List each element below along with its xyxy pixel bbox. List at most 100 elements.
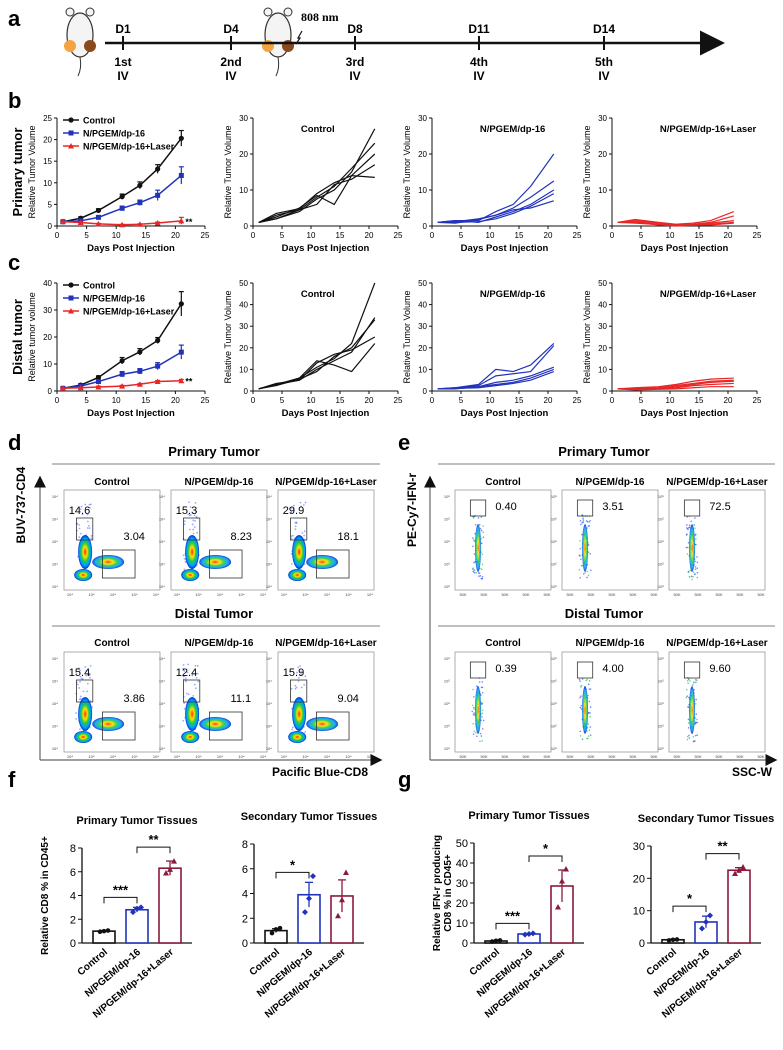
flow-x-tick-label: 50K (459, 592, 466, 597)
individual-line (258, 343, 376, 390)
flow-event (295, 521, 298, 524)
flow-density-cd8 (199, 555, 232, 569)
y-tick-label: 10 (43, 360, 52, 369)
flow-event (304, 501, 307, 504)
flow-event (477, 517, 480, 519)
cd8-gate (315, 549, 350, 579)
flow-event (688, 524, 691, 527)
flow-x-tick-label: 10⁴ (367, 754, 373, 759)
flow-event (582, 516, 584, 518)
data-point (137, 200, 143, 206)
flow-event (579, 555, 581, 557)
flow-event (191, 674, 194, 677)
flow-event (182, 675, 185, 678)
flow-event (587, 574, 590, 577)
flow-x-tick-label: 50K (629, 754, 636, 759)
flow-event (480, 516, 483, 518)
flow-event (481, 563, 484, 566)
flow-event (588, 700, 591, 703)
y-tick-label: 5 (48, 200, 53, 209)
flow-y-tick-label: 10⁵ (444, 494, 450, 499)
panel-letter-e: e (398, 430, 410, 455)
replicate-point (526, 931, 532, 937)
flow-event (587, 694, 589, 697)
flow-event (304, 731, 306, 733)
legend-marker (68, 130, 74, 136)
mouse-illustration (64, 7, 96, 77)
replicate-point (343, 869, 349, 875)
data-point (95, 207, 102, 214)
flow-event (579, 696, 581, 699)
flow-event (478, 523, 481, 526)
legend-marker (68, 117, 74, 123)
flow-group-label: N/PGEM/dp-16+Laser (275, 638, 377, 649)
timeline-dose-label: 1st (114, 55, 131, 69)
y-tick-label: 0 (48, 387, 53, 396)
x-tick-label: 20 (544, 396, 553, 405)
flow-y-tick-label: 10⁴ (52, 746, 58, 751)
flow-event (581, 678, 584, 680)
flow-event (582, 519, 585, 522)
flow-event (471, 710, 474, 713)
y-axis-label: Relative Tumor Volume (582, 125, 592, 218)
ifn-gate (469, 499, 487, 517)
flow-event (80, 677, 83, 680)
flow-event (90, 537, 93, 540)
flow-event (693, 681, 695, 683)
flow-event (579, 576, 582, 579)
legend-marker (68, 143, 74, 149)
flow-event (688, 576, 691, 578)
replicate-point (138, 904, 144, 911)
flow-y-tick-label: 10⁴ (159, 701, 165, 706)
flow-event (580, 695, 582, 698)
data-point (77, 219, 84, 226)
flow-event (695, 721, 697, 724)
flow-event (79, 508, 82, 511)
flow-event (687, 570, 690, 573)
flow-event (687, 727, 690, 729)
flow-event (686, 516, 689, 518)
flow-y-tick-label: 10⁵ (444, 539, 450, 544)
flow-y-tick-label: 10⁵ (444, 656, 450, 661)
y-axis-label: Relative CD8 % in CD45+ (40, 836, 51, 955)
replicate-point (699, 925, 705, 932)
flow-density-cd8 (306, 555, 339, 569)
flow-event (473, 553, 476, 555)
flow-y-tick-label: 10⁴ (159, 517, 165, 522)
flow-event (196, 665, 199, 667)
x-tick-label: 5 (639, 231, 644, 240)
flow-event (581, 533, 583, 536)
flow-y-tick-label: 10⁴ (159, 584, 165, 589)
significance-bracket (495, 922, 530, 930)
ifn-gate-value: 0.39 (495, 663, 516, 675)
y-tick-label: 10 (239, 186, 248, 195)
flow-density-double-neg (288, 569, 307, 581)
flow-event (197, 680, 200, 683)
flow-event (478, 681, 481, 683)
significance-label: ** (185, 377, 193, 387)
flow-x-tick-label: 10⁴ (174, 754, 180, 759)
flow-x-tick-label: 10⁴ (302, 592, 308, 597)
flow-density-ifn (689, 686, 696, 734)
data-point (155, 166, 161, 172)
replicate-point (167, 866, 173, 872)
flow-event (473, 730, 476, 733)
flow-event (694, 560, 697, 563)
replicate-point (559, 878, 565, 884)
flow-event (472, 706, 475, 709)
y-tick-label: 25 (43, 114, 52, 123)
flow-event (473, 712, 475, 714)
flow-event (481, 577, 483, 580)
flow-y-tick-label: 10⁵ (658, 656, 664, 661)
flow-y-tick-label: 10⁴ (266, 517, 272, 522)
flow-event (686, 524, 688, 526)
data-point (178, 377, 185, 384)
flow-x-axis-label: SSC-W (732, 765, 773, 779)
flow-event (304, 675, 307, 678)
flow-y-tick-label: 10⁴ (159, 539, 165, 544)
data-point (77, 384, 84, 391)
flow-density-cd4 (185, 535, 200, 569)
flow-event (695, 698, 697, 701)
flow-event (295, 686, 298, 689)
flow-y-tick-label: 10⁵ (658, 584, 664, 589)
